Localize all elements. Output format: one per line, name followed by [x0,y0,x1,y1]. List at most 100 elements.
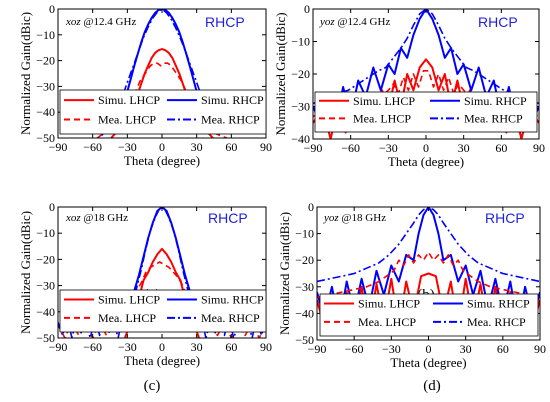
rhcp-annotation: RHCP [205,14,245,30]
x-tick-label: 60 [225,140,237,154]
panel-a: −90 −60 −30 0 30 60 90 0 −10 −20 −30 −40 −50 Theta (d… [18,2,272,303]
legend-entry: Simu. RHCP [201,93,264,107]
series-line-simu-rhcp [128,207,196,313]
y-tick-label: −10 [295,227,314,241]
x-tick-label: 30 [458,141,470,155]
x-tick-label: −30 [118,340,137,354]
panel-title: yoz @12.4 GHz [319,16,390,28]
y-tick-label: −40 [291,132,310,146]
legend-entry: Simu. LHCP [98,292,160,306]
panel-title-frequency: @12.4 GHz [335,16,391,28]
x-tick-label: 60 [497,342,509,356]
panel-title: xoz @18 GHz [65,212,128,224]
x-tick-label: −90 [49,140,68,154]
legend-box [314,91,538,133]
panel-title-frequency: @12.4 GHz [81,16,137,28]
series-line-simu-rhcp [119,9,205,118]
x-tick-label: 0 [159,340,165,354]
panel-c: −90 −60 −30 0 30 60 90 0 −10 −20 −30 −40 −50 Theta (d… [18,200,272,394]
legend: Simu. LHCP Simu. RHCP Mea. LHCP Mea. RHCP [59,289,267,333]
x-tick-label: 90 [533,141,545,155]
y-tick-label: −20 [291,67,310,81]
legend-entry: Mea. RHCP [201,311,260,325]
y-axis-label: Normalized Gain(dBic) [277,212,292,335]
legend-entry: Simu. RHCP [467,296,530,310]
panel-b: −90 −60 −30 0 30 60 90 0 −10 −20 −30 −40 Theta (degr… [273,2,545,303]
y-tick-label: 0 [49,2,55,16]
panel-title-plane: xoz [65,212,81,224]
rhcp-annotation: RHCP [208,210,248,226]
legend-entry: Simu. LHCP [353,94,415,108]
x-tick-label: 90 [534,342,546,356]
x-axis-label: Theta (degree) [124,153,200,168]
y-tick-label: −20 [36,54,55,68]
y-tick-label: −10 [291,35,310,49]
legend-box [59,89,267,135]
x-tick-label: −90 [308,342,327,356]
y-tick-label: −30 [36,279,55,293]
series-line-mea-rhcp [317,207,540,283]
y-axis-label: Normalized Gain(dBic) [273,12,288,135]
rhcp-annotation: RHCP [485,210,525,226]
x-tick-label: 0 [426,342,432,356]
x-tick-label: 0 [159,140,165,154]
y-axis-label: Normalized Gain(dBic) [18,12,33,135]
x-tick-label: 30 [191,340,203,354]
y-tick-label: −30 [291,100,310,114]
panel-sublabel: (d) [423,378,441,394]
series-line-mea-rhcp [313,9,539,105]
y-axis-label: Normalized Gain(dBic) [18,211,33,334]
legend-entry: Mea. LHCP [353,111,411,125]
x-tick-label: 30 [460,342,472,356]
y-tick-label: −20 [295,253,314,267]
x-tick-label: 60 [225,340,237,354]
legend-entry: Simu. RHCP [201,292,264,306]
y-tick-label: −20 [36,252,55,266]
y-tick-label: −30 [295,280,314,294]
x-axis-label: Theta (degree) [124,353,200,368]
panel-title-frequency: @18 GHz [339,212,387,224]
x-tick-label: −90 [304,141,323,155]
panel-sublabel: (c) [144,378,161,394]
y-tick-label: −10 [36,28,55,42]
panel-title-plane: xoz [65,16,81,28]
panel-d: −90 −60 −30 0 30 60 90 0 −10 −20 −30 −40 −50 Theta (d… [277,200,546,394]
x-tick-label: 90 [260,340,272,354]
series-line-mea-lhcp [58,261,266,338]
x-tick-label: 90 [260,140,272,154]
x-tick-label: −60 [341,141,360,155]
y-tick-label: −50 [36,331,55,345]
legend: Simu. LHCP Simu. RHCP Mea. LHCP Mea. RHCP [314,91,538,133]
panel-title: yoz @18 GHz [323,212,386,224]
y-tick-label: −40 [295,306,314,320]
panel-title-plane: yoz [323,212,339,224]
legend: Simu. LHCP Simu. RHCP Mea. LHCP Mea. RHCP [59,89,267,135]
legend-entry: Mea. LHCP [98,311,156,325]
panel-title-frequency: @18 GHz [81,212,129,224]
legend-box [59,289,267,333]
x-tick-label: −60 [345,342,364,356]
x-tick-label: −60 [83,140,102,154]
y-tick-label: −50 [36,131,55,145]
x-tick-label: −30 [379,141,398,155]
x-tick-label: 60 [495,141,507,155]
legend-entry: Mea. LHCP [358,315,416,329]
x-tick-label: −90 [49,340,68,354]
y-tick-label: 0 [308,200,314,214]
x-tick-label: 30 [191,140,203,154]
panel-title: xoz @12.4 GHz [65,16,136,28]
x-tick-label: −30 [118,140,137,154]
x-tick-label: 0 [423,141,429,155]
y-tick-label: −40 [36,105,55,119]
legend-entry: Mea. LHCP [98,112,156,126]
legend-entry: Mea. RHCP [464,111,523,125]
x-axis-label: Theta (degree) [388,154,464,169]
legend-entry: Simu. LHCP [358,296,420,310]
legend-box [319,293,539,337]
y-tick-label: −50 [295,333,314,347]
y-tick-label: −30 [36,79,55,93]
x-tick-label: −60 [83,340,102,354]
panel-title-plane: yoz [319,16,335,28]
series-line-mea-rhcp [101,9,223,136]
